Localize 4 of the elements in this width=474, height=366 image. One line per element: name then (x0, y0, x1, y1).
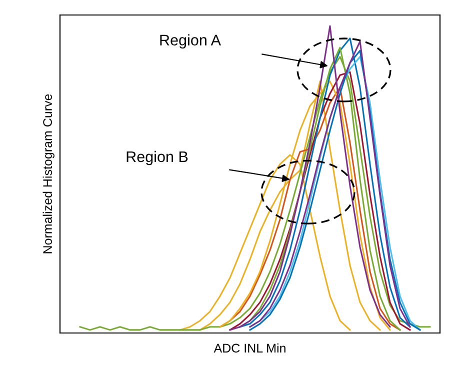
annotation: Region A (160, 34, 221, 49)
x-axis-title: ADC INL Min (214, 343, 286, 353)
annotation: Region B (126, 150, 188, 166)
y-axis-title: Normalized Histogram Curve (42, 94, 54, 254)
